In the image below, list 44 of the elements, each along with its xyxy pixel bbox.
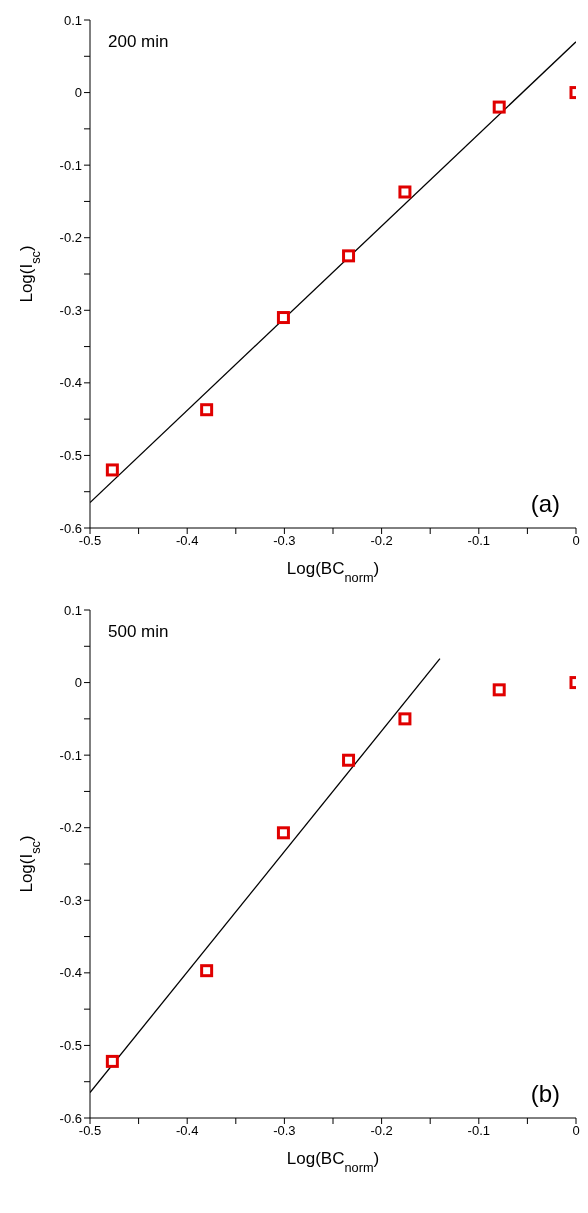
x-tick-label: 0 [572, 533, 580, 549]
x-tick-label: -0.2 [370, 1123, 393, 1139]
y-tick-label: -0.1 [59, 747, 82, 763]
x-tick-label: -0.4 [176, 533, 199, 549]
x-axis-title: Log(BC$_{norm}$) [286, 559, 380, 585]
y-tick-label: 0.1 [63, 602, 82, 618]
y-tick-label: -0.4 [59, 375, 82, 391]
annotation: 500 min [108, 622, 169, 642]
y-tick-label: -0.4 [59, 965, 82, 981]
x-axis-title: Log(BC$_{norm}$) [286, 1149, 380, 1175]
point [105, 463, 119, 477]
y-tick-label: -0.3 [59, 302, 82, 318]
point [276, 311, 290, 325]
x-tick-label: -0.4 [176, 1123, 199, 1139]
y-tick-label: -0.2 [59, 820, 82, 836]
y-tick-label: 0 [74, 85, 82, 101]
point [200, 403, 214, 417]
point [105, 1054, 119, 1068]
y-tick-label: 0 [74, 675, 82, 691]
x-tick-label: -0.1 [467, 1123, 490, 1139]
x-tick-label: -0.3 [273, 1123, 296, 1139]
point [398, 712, 412, 726]
annotation: (a) [530, 490, 560, 518]
y-tick-label: -0.5 [59, 448, 82, 464]
point [342, 753, 356, 767]
y-tick-label: -0.2 [59, 230, 82, 246]
point [492, 100, 506, 114]
y-tick-label: 0.1 [63, 12, 82, 28]
point [276, 826, 290, 840]
y-tick-label: -0.5 [59, 1038, 82, 1054]
y-tick-label: -0.6 [59, 520, 82, 536]
x-tick-label: -0.2 [370, 533, 393, 549]
point [398, 185, 412, 199]
annotation: 200 min [108, 32, 169, 52]
x-tick-label: 0 [572, 1123, 580, 1139]
point [342, 249, 356, 263]
point [200, 964, 214, 978]
y-tick-label: -0.1 [59, 157, 82, 173]
y-tick-label: -0.6 [59, 1110, 82, 1126]
annotation: (b) [530, 1080, 560, 1108]
y-tick-label: -0.3 [59, 892, 82, 908]
point [492, 683, 506, 697]
x-tick-label: -0.1 [467, 533, 490, 549]
x-tick-label: -0.3 [273, 533, 296, 549]
